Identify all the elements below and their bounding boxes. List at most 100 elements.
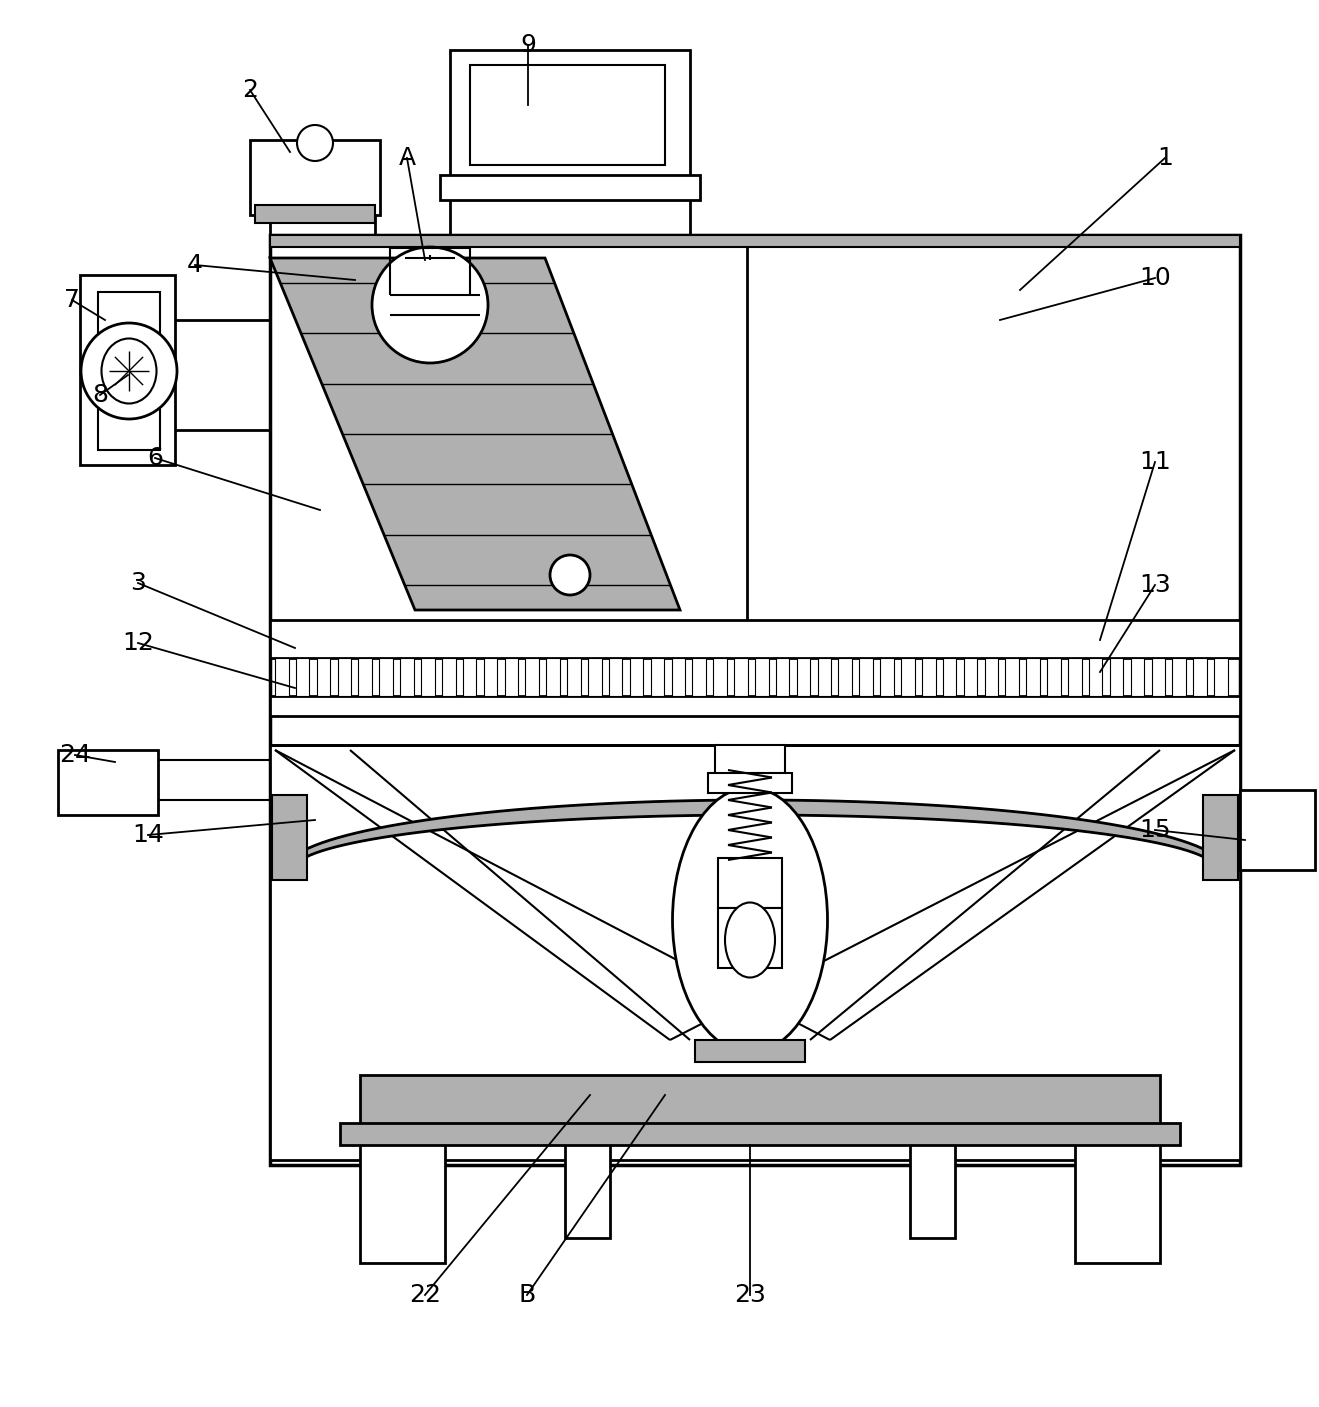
Bar	[708, 772, 791, 794]
Bar	[880, 658, 894, 696]
Bar	[463, 658, 476, 696]
Bar	[1075, 1142, 1159, 1263]
Bar	[270, 235, 1240, 1165]
Bar	[270, 696, 1240, 716]
Text: 3: 3	[131, 571, 146, 595]
Bar	[251, 141, 380, 215]
Text: 9: 9	[520, 32, 536, 58]
Text: 6: 6	[146, 446, 164, 470]
Bar	[270, 744, 1240, 1159]
Bar	[588, 658, 601, 696]
Bar	[565, 1142, 609, 1238]
Bar	[98, 293, 160, 450]
Bar	[442, 658, 455, 696]
Text: 22: 22	[409, 1283, 441, 1307]
Text: 7: 7	[65, 288, 80, 312]
Bar	[695, 1040, 805, 1062]
Bar	[718, 908, 782, 968]
Bar	[797, 658, 810, 696]
Text: 4: 4	[187, 253, 203, 277]
Polygon shape	[285, 801, 1225, 870]
Bar	[338, 658, 351, 696]
Bar	[650, 658, 665, 696]
Circle shape	[297, 125, 332, 160]
Bar	[910, 1142, 955, 1238]
Bar	[441, 174, 700, 200]
Text: 15: 15	[1140, 817, 1171, 841]
Circle shape	[550, 554, 590, 595]
Bar	[1026, 658, 1039, 696]
Text: 2: 2	[241, 77, 259, 101]
Bar	[359, 658, 372, 696]
Bar	[901, 658, 914, 696]
Bar	[860, 658, 873, 696]
Bar	[714, 658, 727, 696]
Bar	[567, 658, 580, 696]
Ellipse shape	[725, 902, 776, 978]
Bar	[380, 658, 393, 696]
Text: 12: 12	[123, 630, 154, 656]
Text: 24: 24	[59, 743, 91, 767]
Bar	[400, 658, 414, 696]
Bar	[692, 658, 706, 696]
Bar	[1130, 658, 1144, 696]
Bar	[421, 658, 435, 696]
Bar	[272, 795, 307, 879]
Text: 14: 14	[132, 823, 164, 847]
Bar	[255, 205, 375, 222]
Bar	[1203, 795, 1239, 879]
Bar	[1089, 658, 1103, 696]
Bar	[1194, 658, 1207, 696]
Text: 23: 23	[735, 1283, 766, 1307]
Text: 13: 13	[1140, 573, 1171, 597]
Bar	[1151, 658, 1165, 696]
Bar	[735, 658, 748, 696]
Bar	[340, 1123, 1181, 1145]
Bar	[1173, 658, 1186, 696]
Bar	[360, 1075, 1159, 1126]
Bar	[609, 658, 623, 696]
Text: B: B	[518, 1283, 536, 1307]
Text: A: A	[398, 146, 415, 170]
Text: 11: 11	[1140, 450, 1171, 474]
Bar	[505, 658, 518, 696]
Bar	[80, 274, 175, 464]
Bar	[360, 1142, 445, 1263]
Text: 1: 1	[1157, 146, 1173, 170]
Bar	[922, 658, 935, 696]
Bar	[776, 658, 790, 696]
Bar	[715, 744, 785, 775]
Text: 10: 10	[1140, 266, 1171, 290]
Bar	[671, 658, 685, 696]
Ellipse shape	[673, 788, 827, 1052]
Bar	[1068, 658, 1082, 696]
Bar	[317, 658, 330, 696]
Bar	[943, 658, 956, 696]
Bar	[295, 658, 310, 696]
Polygon shape	[270, 257, 681, 611]
Bar	[718, 858, 782, 908]
Bar	[484, 658, 497, 696]
Bar	[1005, 658, 1020, 696]
Bar	[270, 620, 1240, 658]
Bar	[525, 658, 539, 696]
Bar	[1240, 789, 1315, 870]
Bar	[839, 658, 852, 696]
Bar	[1213, 658, 1228, 696]
Text: 8: 8	[92, 383, 108, 407]
Bar	[984, 658, 998, 696]
Bar	[1047, 658, 1060, 696]
Bar	[964, 658, 977, 696]
Circle shape	[80, 324, 177, 419]
Bar	[470, 65, 665, 165]
Bar	[629, 658, 644, 696]
Bar	[818, 658, 831, 696]
Bar	[270, 235, 1240, 248]
Circle shape	[372, 248, 488, 363]
Bar	[274, 658, 289, 696]
Bar	[754, 658, 769, 696]
Bar	[450, 51, 690, 180]
Bar	[58, 750, 158, 815]
Bar	[546, 658, 559, 696]
Bar	[1109, 658, 1124, 696]
